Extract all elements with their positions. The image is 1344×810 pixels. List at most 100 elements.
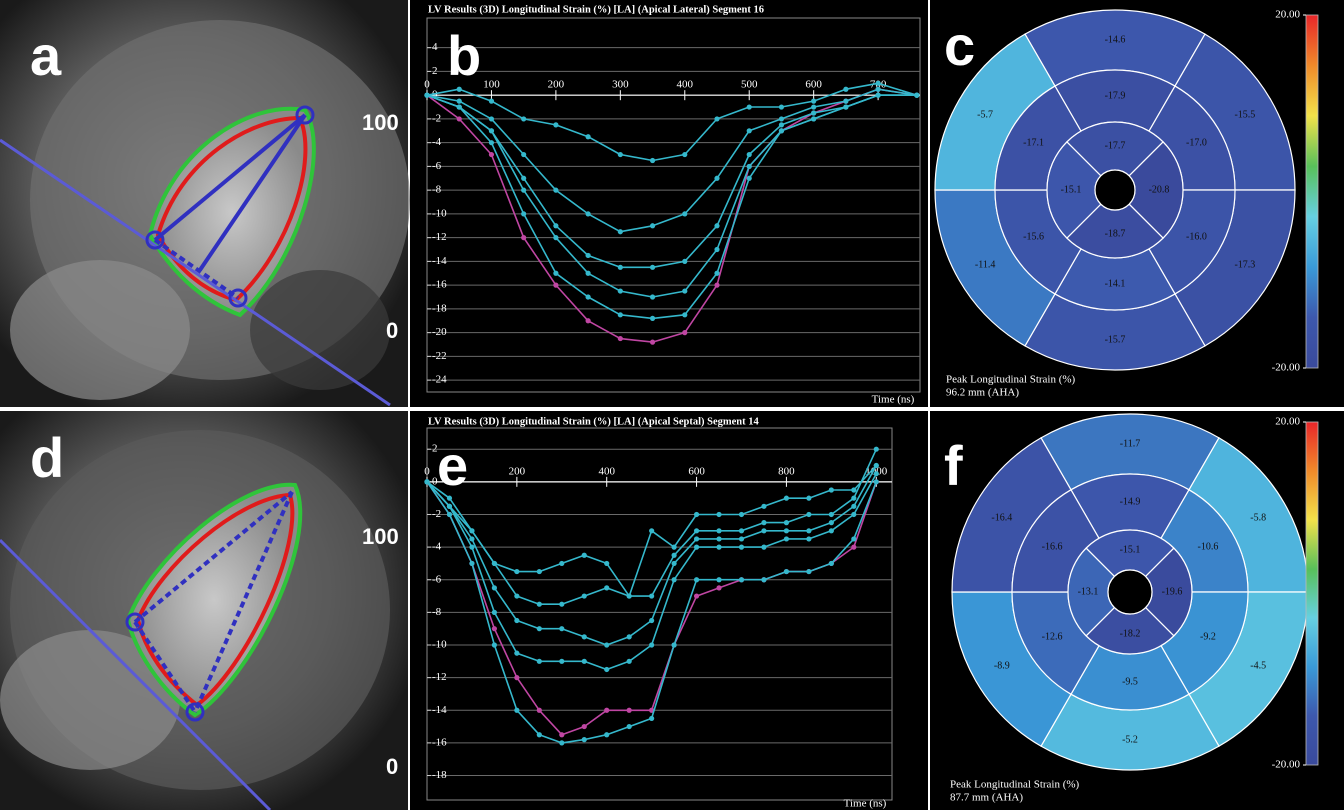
strain-point	[582, 659, 587, 664]
strain-point	[489, 128, 494, 133]
strain-point	[779, 122, 784, 127]
strain-point	[514, 593, 519, 598]
strain-point	[672, 545, 677, 550]
y-tick-label: -16	[432, 736, 447, 748]
chart-panel-b	[410, 0, 928, 407]
strain-point	[489, 116, 494, 121]
strain-point	[514, 708, 519, 713]
x-tick-label: 400	[677, 79, 694, 91]
segment-label: -17.1	[1023, 137, 1044, 148]
strain-point	[447, 504, 452, 509]
figure: LV Results (3D) Longitudinal Strain (%) …	[0, 0, 1344, 810]
strain-point	[851, 496, 856, 501]
y-tick-label: -4	[432, 136, 442, 148]
segment-label: -16.6	[1042, 541, 1063, 552]
x-tick-label: 100	[483, 79, 500, 91]
chart-title: LV Results (3D) Longitudinal Strain (%) …	[428, 4, 764, 15]
y-tick-label: -8	[432, 606, 442, 618]
strain-point	[843, 87, 848, 92]
strain-point	[559, 659, 564, 664]
strain-point	[521, 176, 526, 181]
footnote: Peak Longitudinal Strain (%)	[946, 374, 1076, 386]
strain-point	[716, 512, 721, 517]
strain-point	[469, 545, 474, 550]
strain-point	[586, 253, 591, 258]
strain-point	[650, 223, 655, 228]
segment-label: -11.4	[975, 259, 995, 270]
y-tick-label: -6	[432, 573, 442, 585]
strain-point	[811, 99, 816, 104]
x-tick-label: 0	[424, 79, 430, 91]
strain-point	[627, 708, 632, 713]
panel-letter: b	[447, 24, 481, 87]
panel-letter: e	[437, 434, 468, 497]
strain-point	[739, 512, 744, 517]
segment-label: -5.7	[977, 109, 993, 120]
strain-point	[537, 602, 542, 607]
strain-point	[874, 479, 879, 484]
strain-point	[650, 316, 655, 321]
y-tick-label: -18	[432, 769, 447, 781]
strain-point	[537, 732, 542, 737]
y-tick-label: -4	[432, 541, 442, 553]
strain-point	[457, 116, 462, 121]
strain-point	[714, 223, 719, 228]
strain-point	[811, 116, 816, 121]
strain-point	[553, 283, 558, 288]
strain-point	[811, 104, 816, 109]
strain-point	[618, 265, 623, 270]
strain-point	[747, 152, 752, 157]
strain-point	[811, 110, 816, 115]
strain-point	[761, 520, 766, 525]
strain-point	[649, 618, 654, 623]
strain-point	[618, 336, 623, 341]
strain-point	[874, 471, 879, 476]
strain-point	[672, 577, 677, 582]
strain-point	[649, 528, 654, 533]
strain-point	[694, 545, 699, 550]
colorbar-label: -20.00	[1272, 362, 1301, 374]
strain-point	[716, 545, 721, 550]
segment-label: -19.6	[1162, 586, 1183, 597]
strain-point	[876, 93, 881, 98]
strain-point	[521, 211, 526, 216]
panel-letter: f	[944, 434, 963, 497]
strain-point	[586, 318, 591, 323]
segment-label: -5.2	[1122, 734, 1138, 745]
strain-point	[582, 593, 587, 598]
strain-point	[747, 128, 752, 133]
strain-point	[851, 512, 856, 517]
y-tick-label: -14	[432, 704, 447, 716]
segment-label: -16.4	[991, 512, 1012, 523]
segment-label: -15.6	[1023, 231, 1044, 242]
segment-label: -11.7	[1120, 438, 1140, 449]
strain-point	[829, 487, 834, 492]
segment-label: -14.1	[1105, 278, 1126, 289]
strain-point	[489, 140, 494, 145]
strain-point	[514, 651, 519, 656]
segment-label: -15.5	[1234, 109, 1255, 120]
strain-point	[784, 496, 789, 501]
strain-point	[779, 116, 784, 121]
strain-point	[716, 528, 721, 533]
y-tick-label: -2	[432, 508, 441, 520]
strain-point	[779, 104, 784, 109]
strain-point	[604, 585, 609, 590]
strain-point	[650, 294, 655, 299]
strain-point	[739, 545, 744, 550]
strain-point	[747, 164, 752, 169]
strain-point	[521, 235, 526, 240]
segment-label: -12.6	[1042, 631, 1063, 642]
strain-point	[672, 642, 677, 647]
segment-label: -8.9	[994, 660, 1010, 671]
strain-point	[784, 569, 789, 574]
footnote: 87.7 mm (AHA)	[950, 792, 1023, 804]
x-tick-label: 800	[778, 465, 795, 477]
strain-point	[739, 536, 744, 541]
strain-point	[650, 158, 655, 163]
strain-point	[559, 732, 564, 737]
strain-point	[829, 561, 834, 566]
x-tick-label: 200	[509, 465, 526, 477]
strain-point	[649, 642, 654, 647]
strain-point	[784, 520, 789, 525]
